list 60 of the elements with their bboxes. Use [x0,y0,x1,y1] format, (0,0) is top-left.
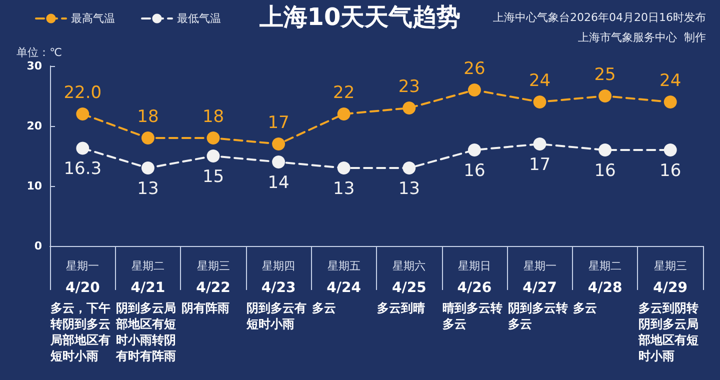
x-tick-label: 星期六 4/25 多云到晴 [377,260,426,315]
x-tick-label: 星期二 4/28 多云 [573,260,622,315]
point [206,132,220,144]
x-tick-label: 星期三 4/22 阴有阵雨 [181,260,230,315]
point [76,108,90,120]
data-label: 13 [137,179,159,199]
point [664,96,677,108]
data-label: 16 [464,161,486,181]
data-label: 17 [528,155,551,175]
data-label: 13 [333,179,355,199]
x-tick-label: 星期二 4/21 阴到多云局部地区有短时小雨转阴有时有阵雨 [114,260,176,363]
data-label: 24 [660,71,682,91]
point [533,138,546,150]
chart-title: 上海10天天气趋势 [258,3,461,31]
y-tick-label: 30 [26,60,42,72]
x-tick-label: 星期一 4/20 多云，下午转阴到多云局部地区有短时小雨 [50,260,111,363]
data-label: 24 [528,71,551,91]
data-label: 26 [464,59,486,79]
point [402,162,416,174]
y-axis-title: 单位：℃ [16,46,62,59]
point [337,162,350,174]
x-tick-label: 星期三 4/29 多云到阴转阴到多云局部地区有短时小雨 [637,260,698,363]
data-label: 18 [202,107,224,127]
x-tick-label: 星期日 4/26 晴到多云转多云 [442,260,502,331]
text: 上海市气象服务中心 制作 [578,31,706,44]
legend-label: 最低气温 [177,12,221,25]
point [598,144,612,156]
x-tick-label: 星期一 4/27 阴到多云转多云 [508,260,568,331]
y-tick-label: 20 [26,120,42,132]
x-tick-label: 星期五 4/24 多云 [312,260,362,315]
data-label: 16 [660,161,682,181]
data-label: 22.0 [64,83,102,103]
data-label: 25 [594,65,616,85]
data-label: 17 [268,113,290,133]
data-label: 22 [333,83,355,103]
point [141,132,154,144]
point [402,102,416,114]
x-tick-label: 星期四 4/23 阴到多云有短时小雨 [246,260,307,331]
text: 上海中心气象台2026年04月20日16时发布 [493,11,706,24]
data-label: 16 [594,161,616,181]
y-tick-label: 10 [26,180,42,192]
point [533,96,546,108]
point [76,142,90,155]
data-label: 23 [398,77,420,97]
data-label: 16.3 [64,159,102,180]
y-tick-label: 0 [34,240,42,252]
point [337,108,350,120]
point [468,144,481,156]
point [272,138,286,150]
point [272,156,286,168]
data-label: 13 [398,179,420,199]
point [206,150,220,162]
point [141,162,154,174]
legend-label: 最高气温 [71,12,115,25]
data-label: 14 [268,173,290,193]
data-label: 18 [137,107,159,127]
data-label: 15 [202,167,224,187]
point [598,90,612,102]
point [468,84,481,96]
point [664,144,677,156]
